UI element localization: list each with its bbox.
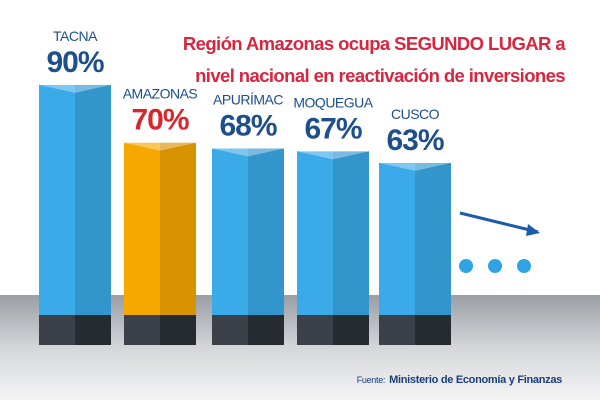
value-label: 90% <box>46 46 103 79</box>
bar <box>39 84 111 346</box>
bar-cap <box>379 154 451 171</box>
bar-cap <box>124 134 196 151</box>
bar <box>124 142 196 345</box>
category-label: APURÍMAC <box>213 91 283 107</box>
bar <box>379 162 451 345</box>
bar-base <box>39 315 75 345</box>
bar-base <box>124 315 160 345</box>
bar-cap <box>39 76 111 93</box>
bar-shade <box>333 151 369 315</box>
bar-shade <box>75 84 111 316</box>
bar-cap <box>297 143 369 160</box>
bar-cap <box>212 140 284 157</box>
source-text: Ministerio de Economía y Finanzas <box>389 374 562 386</box>
source-label: Fuente: <box>356 375 386 385</box>
arrow-head <box>526 224 540 236</box>
bar-base <box>212 315 248 345</box>
arrow <box>459 211 539 234</box>
dot <box>459 259 473 273</box>
bar <box>297 151 369 345</box>
value-label: 67% <box>304 112 361 145</box>
dot <box>517 259 531 273</box>
category-label: MOQUEGUA <box>293 94 373 110</box>
bar-base <box>297 315 333 345</box>
category-label: TACNA <box>53 28 98 44</box>
dot <box>488 259 502 273</box>
chart-title: Región Amazonas ocupa SEGUNDO LUGAR a ni… <box>182 33 566 86</box>
bar <box>212 148 284 345</box>
bar-base <box>248 315 284 345</box>
bar-shade <box>248 148 284 315</box>
value-label: 68% <box>219 109 276 142</box>
source: Fuente: Ministerio de Economía y Finanzas <box>356 374 563 386</box>
bar-shade <box>415 162 451 315</box>
category-label: CUSCO <box>391 106 440 122</box>
value-label: 70% <box>131 104 188 137</box>
bar-base <box>160 315 196 345</box>
bar-shade <box>160 142 196 315</box>
bar-base <box>333 315 369 345</box>
bar-base <box>75 315 111 345</box>
bar-base <box>415 315 451 345</box>
bar-base <box>379 315 415 345</box>
value-label: 63% <box>386 124 443 157</box>
category-label: AMAZONAS <box>123 86 198 102</box>
